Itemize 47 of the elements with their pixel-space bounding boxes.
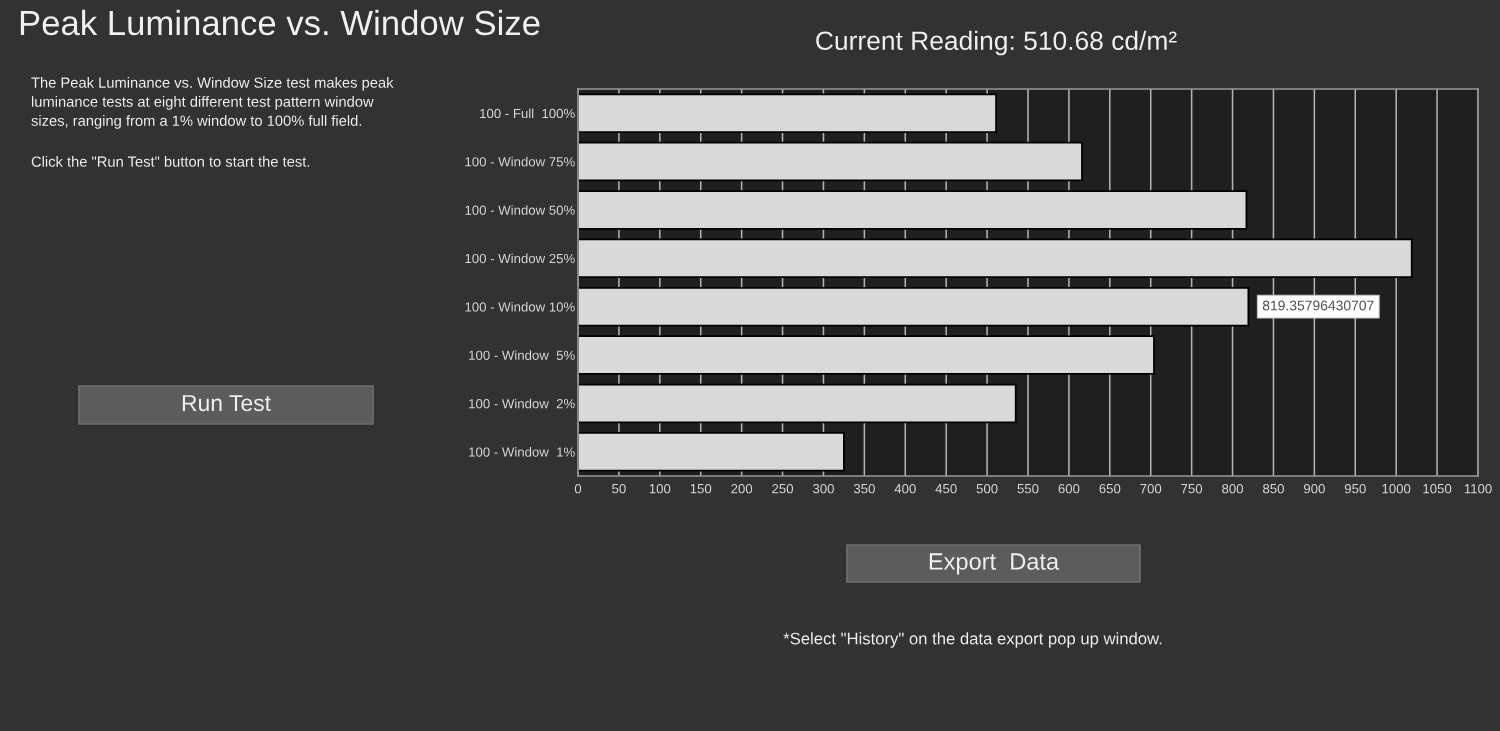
- text: Peak Luminance vs. Window Size: [20, 9, 540, 36]
- x-tick-label: 300: [812, 483, 834, 494]
- x-tick-label: 200: [731, 483, 753, 494]
- x-tick-label: 1050: [1423, 483, 1452, 494]
- x-tick-label: 0: [574, 483, 582, 494]
- bar: [578, 335, 1155, 375]
- x-tick-label: 350: [853, 483, 875, 494]
- text: Run Test: [182, 395, 271, 412]
- bar: [578, 238, 1413, 279]
- x-tick-label: 750: [1181, 483, 1203, 494]
- bar: [578, 286, 1250, 327]
- bar: [578, 383, 1017, 424]
- x-tick-label: 850: [1263, 483, 1284, 494]
- x-tick-label: 50: [612, 483, 626, 494]
- y-tick-label: 100 - Window 10%: [465, 301, 575, 312]
- x-tick-label: 600: [1058, 483, 1080, 494]
- x-tick-label: 550: [1017, 483, 1039, 494]
- x-tick-label: 900: [1303, 483, 1325, 494]
- text: Export Data: [929, 553, 1060, 575]
- bar: [578, 93, 997, 133]
- x-tick-label: 950: [1344, 483, 1366, 494]
- x-tick-label: 650: [1099, 483, 1121, 494]
- x-tick-label: 400: [894, 483, 916, 494]
- x-tick-label: 700: [1140, 483, 1162, 494]
- y-tick-label: 100 - Window 2%: [469, 398, 575, 409]
- x-tick-label: 100: [649, 483, 671, 494]
- x-tick-label: 1000: [1382, 483, 1411, 494]
- y-tick-label: 100 - Window 75%: [465, 156, 575, 167]
- text: The Peak Luminance vs. Window Size test makes peak luminance tests at eight different test pattern window sizes, ranging from a 1% window to 100% full field.: [31, 77, 394, 129]
- text: *Select "History" on the data export pop up window.: [783, 632, 1162, 648]
- y-tick-label: 100 - Window 50%: [465, 205, 575, 215]
- bar: [578, 141, 1083, 182]
- text: Click the "Run Test" button to start the test.: [31, 156, 310, 167]
- x-tick-label: 500: [976, 483, 998, 494]
- bar: [578, 432, 845, 472]
- x-tick-label: 450: [935, 483, 957, 494]
- x-tick-label: 1100: [1464, 483, 1492, 494]
- bar: [578, 190, 1248, 230]
- x-tick-label: 150: [690, 483, 712, 494]
- annotation: 819.35796430707: [1262, 300, 1374, 311]
- chart-subtitle: Current Reading: 510.68 cd/m²: [816, 30, 1177, 56]
- y-tick-label: 100 - Window 5%: [469, 350, 575, 360]
- y-tick-label: 100 - Window 25%: [465, 253, 575, 264]
- y-tick-label: 100 - Full 100%: [480, 108, 575, 119]
- y-tick-label: 100 - Window 1%: [469, 447, 575, 457]
- x-tick-label: 250: [772, 483, 794, 494]
- x-tick-label: 800: [1222, 483, 1244, 494]
